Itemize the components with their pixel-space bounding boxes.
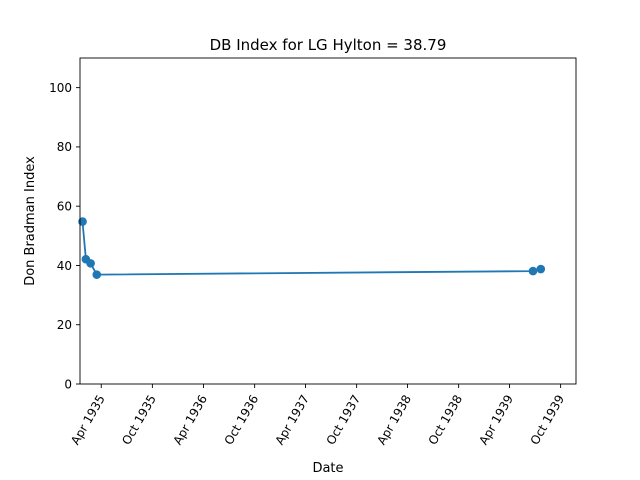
axes-frame [79,57,577,385]
data-point [528,266,538,276]
y-tick-label: 40 [57,259,72,273]
y-axis-label: Don Bradman Index [23,156,38,286]
data-point [536,264,546,274]
x-axis-label: Date [312,461,343,476]
y-tick-label: 0 [64,377,72,391]
data-point [78,217,87,226]
y-tick-label: 20 [57,318,72,332]
y-tick-label: 60 [57,199,72,213]
data-point [86,259,95,268]
y-tick-label: 100 [49,81,72,95]
y-tick-label: 80 [57,140,72,154]
data-point [92,270,102,279]
chart-title: DB Index for LG Hylton = 38.79 [210,36,447,54]
